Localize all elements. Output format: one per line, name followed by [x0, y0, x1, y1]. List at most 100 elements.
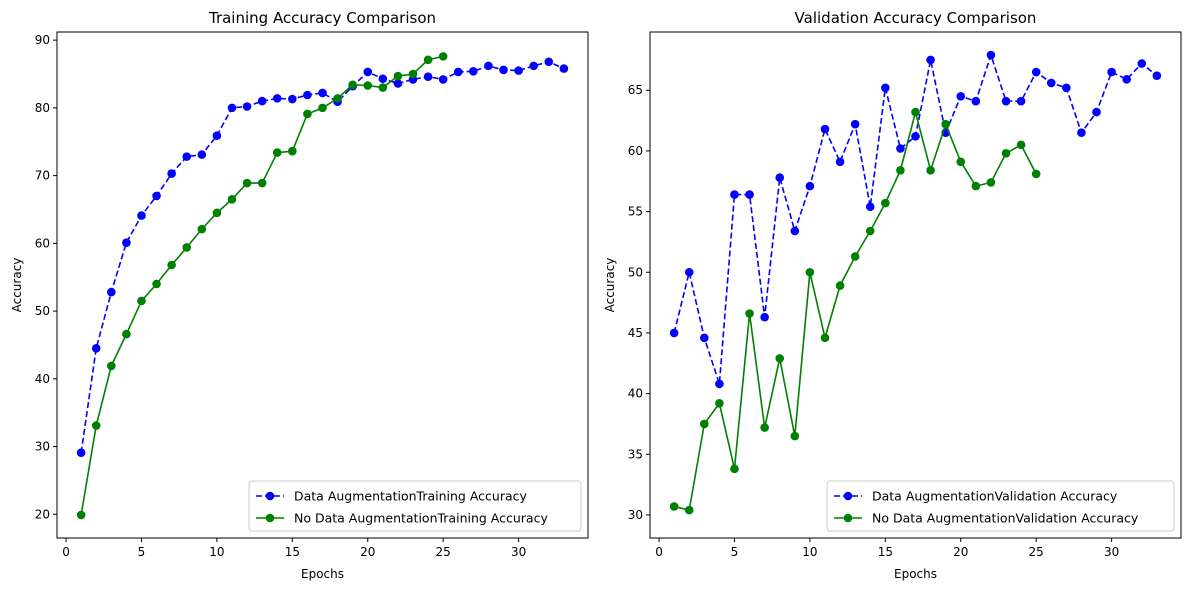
data-point [91, 344, 101, 353]
data-point [775, 173, 785, 182]
data-point [303, 90, 312, 100]
y-tick-label: 60 [628, 144, 643, 158]
series-0 [669, 50, 1162, 389]
x-tick-label: 20 [953, 545, 968, 559]
data-point [1152, 71, 1162, 80]
data-point [820, 333, 830, 343]
data-point [212, 208, 222, 218]
y-tick-label: 55 [628, 205, 643, 219]
data-point [881, 83, 890, 93]
data-point [257, 178, 267, 188]
data-point [197, 224, 207, 234]
data-point [559, 64, 569, 73]
x-tick-label: 0 [655, 545, 663, 559]
data-point [544, 57, 554, 67]
x-tick-label: 5 [731, 545, 739, 559]
data-point [137, 296, 146, 306]
data-point [1062, 83, 1071, 93]
data-point [956, 92, 966, 101]
x-tick-label: 10 [209, 545, 224, 559]
x-tick-label: 30 [1104, 545, 1119, 559]
y-tick-label: 80 [35, 101, 50, 115]
legend-entry: Data AugmentationTraining Accuracy [256, 489, 527, 504]
x-tick-label: 30 [511, 545, 526, 559]
data-point [348, 80, 357, 90]
data-point [805, 267, 815, 277]
data-point [820, 124, 830, 134]
y-tick-label: 90 [35, 33, 50, 47]
y-tick-label: 70 [35, 169, 50, 183]
data-point [288, 94, 297, 104]
y-tick-label: 40 [628, 387, 643, 401]
data-point [715, 399, 724, 408]
data-point [775, 354, 785, 363]
legend-entry: No Data AugmentationValidation Accuracy [834, 511, 1139, 526]
data-point [499, 65, 508, 75]
x-tick-label: 25 [1029, 545, 1044, 559]
y-tick-label: 30 [35, 440, 50, 454]
data-point [197, 150, 207, 159]
series-1 [669, 107, 1041, 515]
data-point [212, 131, 222, 140]
x-axis-label: Epochs [894, 567, 937, 581]
data-point [1107, 67, 1116, 77]
x-tick-label: 15 [878, 545, 893, 559]
axes-frame [649, 31, 1182, 539]
data-point [318, 88, 327, 98]
data-point [926, 166, 935, 175]
data-point [896, 166, 905, 175]
data-point [76, 448, 86, 457]
data-point [152, 279, 161, 289]
data-point [730, 190, 739, 199]
data-point [850, 119, 860, 129]
y-tick-label: 50 [35, 304, 50, 318]
data-point [363, 81, 373, 90]
data-point [790, 226, 800, 236]
data-point [971, 181, 981, 191]
data-point [484, 61, 493, 71]
data-point [107, 361, 116, 371]
data-point [122, 329, 131, 339]
x-tick-label: 15 [285, 545, 300, 559]
data-point [1001, 96, 1011, 106]
training-accuracy-chart: Training Accuracy Comparison 0 5 10 15 20 25 30… [10, 9, 589, 581]
data-point [926, 55, 935, 65]
data-point [730, 464, 739, 474]
legend-box [248, 480, 582, 532]
legend-label: No Data AugmentationTraining Accuracy [294, 511, 548, 526]
y-axis-label: Accuracy [10, 258, 24, 313]
data-point [318, 103, 327, 113]
data-point [971, 96, 981, 106]
legend: Data AugmentationTraining Accuracy No Dat… [248, 480, 582, 532]
data-point [469, 66, 478, 76]
legend-box [826, 480, 1175, 532]
data-point [438, 75, 448, 84]
data-point [272, 148, 282, 157]
data-point [956, 157, 966, 167]
y-axis-label: Accuracy [603, 258, 617, 313]
data-point [715, 379, 724, 389]
data-point [393, 79, 403, 88]
legend-entry: No Data AugmentationTraining Accuracy [256, 511, 548, 526]
data-point [1046, 78, 1056, 88]
legend-entry: Data AugmentationValidation Accuracy [834, 489, 1118, 504]
y-tick-label: 50 [628, 265, 643, 279]
data-point [227, 103, 237, 113]
data-point [152, 191, 161, 201]
data-point [438, 52, 448, 61]
data-point [423, 72, 433, 82]
data-point [76, 510, 86, 520]
data-point [865, 226, 875, 236]
data-point [881, 198, 890, 208]
data-point [167, 169, 176, 178]
legend-marker [265, 513, 275, 523]
data-point [1001, 149, 1011, 158]
data-point [911, 107, 920, 117]
data-point [684, 267, 694, 277]
data-point [835, 157, 845, 167]
data-point [669, 502, 679, 511]
data-point [896, 144, 905, 153]
data-point [1137, 59, 1147, 68]
data-point [700, 419, 709, 429]
